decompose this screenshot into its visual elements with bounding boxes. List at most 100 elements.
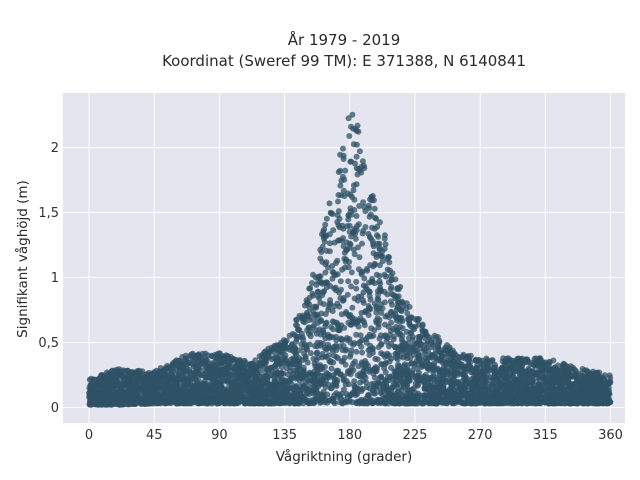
data-point [330, 227, 337, 234]
data-point [363, 399, 370, 406]
data-point [388, 355, 395, 362]
data-point [289, 331, 296, 337]
data-point [508, 370, 515, 377]
data-point [353, 399, 360, 406]
data-point [229, 378, 236, 385]
data-point [342, 167, 349, 174]
data-point [300, 397, 307, 404]
data-point [314, 364, 321, 371]
data-point [382, 241, 389, 248]
data-point [366, 368, 372, 375]
data-point [319, 327, 326, 334]
data-point [502, 366, 509, 373]
data-point [358, 293, 365, 300]
data-point [537, 373, 544, 380]
chart-title-line2: Koordinat (Sweref 99 TM): E 371388, N 61… [162, 52, 526, 70]
data-point [268, 364, 275, 371]
data-point [401, 361, 408, 368]
data-point [570, 373, 577, 379]
data-point [491, 369, 498, 376]
data-point [282, 339, 289, 346]
data-point [487, 358, 494, 365]
data-point [494, 376, 501, 383]
data-point [422, 382, 429, 389]
data-point [367, 235, 374, 242]
data-point [335, 198, 341, 205]
data-point [374, 288, 381, 295]
data-point [250, 385, 257, 392]
data-point [355, 266, 362, 273]
data-point [520, 374, 527, 381]
data-point [394, 328, 401, 335]
data-point [596, 369, 603, 376]
data-point [378, 309, 385, 316]
data-point [362, 309, 369, 316]
data-point [237, 357, 243, 364]
data-point [326, 231, 333, 238]
data-point [210, 378, 217, 385]
data-point [378, 341, 385, 348]
data-point [428, 374, 435, 381]
data-point [420, 328, 427, 335]
data-point [314, 288, 321, 295]
data-point [381, 245, 388, 252]
data-point [438, 350, 445, 357]
data-point [454, 358, 461, 365]
data-point [470, 380, 477, 387]
data-point [482, 380, 489, 387]
data-point [353, 285, 360, 292]
data-point [250, 391, 257, 397]
data-point [432, 378, 438, 385]
data-point [263, 352, 270, 359]
data-point [398, 373, 405, 380]
data-point [433, 334, 440, 341]
data-point [376, 246, 383, 253]
data-points [86, 111, 614, 408]
data-point [394, 393, 400, 400]
data-point [318, 249, 325, 255]
data-point [259, 367, 266, 374]
data-point [351, 227, 358, 234]
data-point [559, 384, 566, 391]
data-point [431, 360, 438, 367]
data-point [348, 158, 354, 165]
data-point [136, 367, 142, 374]
data-point [419, 322, 426, 329]
data-point [86, 401, 93, 408]
data-point [360, 227, 367, 234]
data-point [433, 383, 440, 390]
data-point [565, 380, 572, 387]
data-point [371, 260, 378, 267]
data-point [355, 244, 361, 251]
data-point [339, 222, 346, 229]
data-point [270, 373, 277, 380]
data-point [322, 221, 329, 228]
data-point [415, 397, 422, 404]
data-point [460, 371, 467, 378]
data-point [244, 398, 251, 405]
data-point [442, 344, 449, 351]
data-point [447, 388, 454, 395]
data-point [361, 165, 368, 172]
data-point [488, 364, 495, 371]
data-point [360, 199, 367, 206]
data-point [318, 391, 325, 398]
data-point [325, 352, 332, 359]
data-point [335, 169, 342, 175]
data-point [336, 303, 343, 310]
data-point [215, 376, 222, 383]
data-point [343, 239, 350, 246]
data-point [353, 331, 360, 338]
data-point [306, 305, 313, 312]
data-point [353, 348, 360, 355]
data-point [371, 390, 377, 397]
data-point [421, 347, 427, 354]
data-point [302, 355, 309, 362]
data-point [293, 317, 300, 324]
data-point [321, 238, 328, 245]
data-point [128, 386, 135, 393]
data-point [319, 243, 326, 250]
data-point [440, 364, 447, 371]
data-point [319, 366, 326, 372]
data-point [494, 383, 501, 390]
